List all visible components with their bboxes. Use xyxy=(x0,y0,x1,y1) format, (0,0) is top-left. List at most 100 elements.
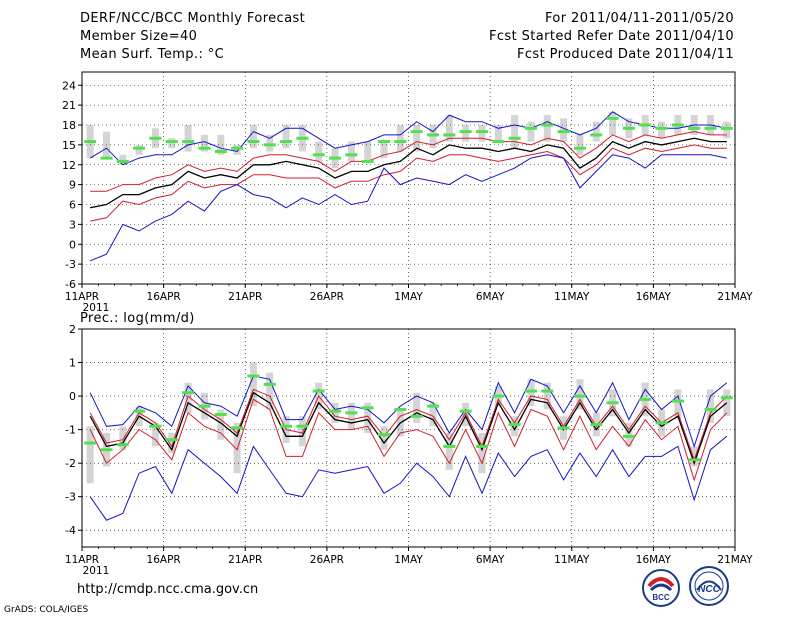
panel2-median-day-30 xyxy=(573,394,586,398)
panel2-series-ensemble-max xyxy=(89,375,728,449)
panel2-y-tick-label: -1 xyxy=(65,424,76,437)
panel1-box-day-14 xyxy=(315,141,323,162)
panel1-median-day-10 xyxy=(247,140,260,144)
panel1-median-day-23 xyxy=(459,130,472,134)
panel1-median-day-35 xyxy=(655,126,668,130)
panel1-series-ensemble-mean xyxy=(90,137,727,209)
panel2-box-day-18 xyxy=(380,426,388,450)
panel2-box-day-22 xyxy=(445,432,453,470)
panel2-median-day-20 xyxy=(410,414,423,418)
panel2-box-day-8 xyxy=(217,409,225,440)
panel2-median-day-8 xyxy=(214,413,227,417)
panel1-series-lower-spread xyxy=(90,144,727,222)
panel2-box-day-33 xyxy=(625,422,633,447)
panel2-median-day-25 xyxy=(492,394,505,398)
panel1-median-day-22 xyxy=(443,133,456,137)
panel1-median-day-18 xyxy=(378,140,391,144)
panel2-median-day-29 xyxy=(557,426,570,430)
panel2-x-tick-label: 21APR xyxy=(228,554,262,566)
panel2-box-day-4 xyxy=(151,422,159,447)
panel1-year-label: 2011 xyxy=(83,302,110,314)
panel1-box-day-27 xyxy=(527,121,535,142)
panel1-median-day-33 xyxy=(622,126,635,130)
panel2-box-day-6 xyxy=(184,382,192,413)
panel1-median-day-37 xyxy=(688,126,701,130)
panel1-box-day-9 xyxy=(233,144,241,155)
panel1-median-day-17 xyxy=(361,159,374,163)
panel1-box-day-11 xyxy=(266,134,274,152)
panel1-box-day-39 xyxy=(723,121,731,139)
panel2-median-day-10 xyxy=(247,374,260,378)
panel1-median-day-3 xyxy=(133,146,146,150)
panel1-x-tick-label: 21APR xyxy=(228,291,262,303)
panel1-median-day-0 xyxy=(84,140,97,144)
panel2-x-tick-label: 21MAY xyxy=(717,554,753,566)
panel2-box-day-27 xyxy=(527,379,535,407)
panel1-x-tick-label: 11MAY xyxy=(554,291,590,303)
panel2-y-tick-label: 2 xyxy=(69,323,76,336)
panel1-y-tick-label: -6 xyxy=(65,278,76,291)
panel2-box-day-16 xyxy=(347,402,355,430)
panel1-median-day-20 xyxy=(410,130,423,134)
panel1-box-day-26 xyxy=(511,115,519,149)
panel1-x-tick-label: 26APR xyxy=(310,291,344,303)
panel2-box-day-11 xyxy=(266,372,274,410)
panel2-box-day-38 xyxy=(707,389,715,423)
panel1-box-day-19 xyxy=(396,125,404,152)
ncc-logo-text: NCC xyxy=(698,584,720,595)
panel1-box-day-35 xyxy=(658,121,666,139)
panel2-y-tick-label: -2 xyxy=(65,457,76,470)
bcc-logo: BCC xyxy=(641,568,681,608)
ncc-logo: NCC xyxy=(688,565,729,606)
panel1-median-day-15 xyxy=(329,156,342,160)
panel2-y-tick-label: 0 xyxy=(69,390,76,403)
panel1-box-day-31 xyxy=(592,121,600,142)
panel2-median-day-9 xyxy=(231,426,244,430)
panel2-median-day-37 xyxy=(688,458,701,462)
panel2-median-day-21 xyxy=(426,404,439,408)
panel1-median-day-31 xyxy=(590,133,603,137)
panel2-median-day-17 xyxy=(361,406,374,410)
panel2-box-day-13 xyxy=(298,416,306,447)
panel1-median-day-11 xyxy=(263,143,276,147)
panel1-box-day-21 xyxy=(429,125,437,149)
panel2-y-tick-label: -4 xyxy=(65,524,76,537)
panel1-median-day-6 xyxy=(182,140,195,144)
panel1-median-day-19 xyxy=(394,140,407,144)
panel2-box-day-17 xyxy=(364,402,372,433)
panel2-x-tick-label: 11APR xyxy=(65,554,99,566)
panel1-median-day-26 xyxy=(508,136,521,140)
panel2-x-tick-label: 16MAY xyxy=(636,554,672,566)
panel2-median-day-1 xyxy=(100,448,113,452)
panel2-y-tick-label: -3 xyxy=(65,491,76,504)
panel1-series-ensemble-min xyxy=(90,154,727,262)
panel1-median-day-32 xyxy=(606,116,619,120)
panel2-box-day-39 xyxy=(723,389,731,417)
panel1-median-day-2 xyxy=(116,159,129,163)
panel1-y-tick-label: 18 xyxy=(62,119,76,132)
panel1-box-day-23 xyxy=(462,125,470,142)
panel1-box-day-16 xyxy=(347,141,355,162)
panel1-box-day-29 xyxy=(560,118,568,142)
source-url[interactable]: http://cmdp.ncc.cma.gov.cn xyxy=(77,582,259,597)
panel2-box-day-28 xyxy=(543,382,551,410)
panel1-y-tick-label: 9 xyxy=(69,179,76,192)
panel1-x-tick-label: 21MAY xyxy=(717,291,753,303)
panel1-median-day-27 xyxy=(524,126,537,130)
grads-credit: GrADS: COLA/IGES xyxy=(4,605,89,615)
panel2-x-tick-label: 16APR xyxy=(147,554,181,566)
panel2-median-day-4 xyxy=(149,424,162,428)
panel1-box-day-22 xyxy=(445,115,453,142)
panel2-median-day-22 xyxy=(443,444,456,448)
panel2-box-day-9 xyxy=(233,422,241,474)
panel2-x-tick-label: 6MAY xyxy=(476,554,505,566)
chart-title: DERF/NCC/BCC Monthly Forecast xyxy=(80,11,306,26)
panel2-median-day-15 xyxy=(329,409,342,413)
panel2-median-day-26 xyxy=(508,423,521,427)
panel2-series-ensemble-mean xyxy=(89,391,728,466)
panel1-median-day-9 xyxy=(231,146,244,150)
panel1-median-day-12 xyxy=(280,140,293,144)
panel1-x-tick-label: 16APR xyxy=(147,291,181,303)
panel2-box-day-2 xyxy=(119,426,127,450)
